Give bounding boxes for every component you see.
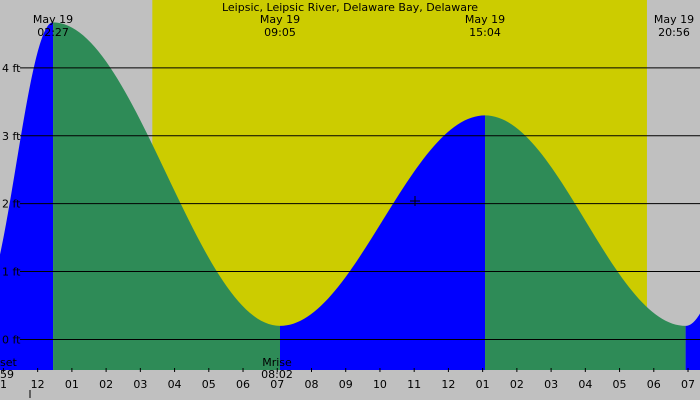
y-tick-label: 0 ft bbox=[2, 333, 21, 346]
extreme-time-label: 02:27 bbox=[37, 26, 69, 39]
gridlines bbox=[20, 67, 700, 340]
extreme-time-label: 20:56 bbox=[658, 26, 690, 39]
x-tick-label: 07 bbox=[681, 378, 695, 391]
extreme-date-label: May 19 bbox=[33, 13, 73, 26]
x-tick-label: 1 bbox=[0, 378, 7, 391]
extreme-date-label: May 19 bbox=[260, 13, 300, 26]
x-tick-label: 12 bbox=[31, 378, 45, 391]
x-tick-label: 05 bbox=[202, 378, 216, 391]
set-time: 59 bbox=[0, 368, 14, 381]
set-label: set bbox=[0, 356, 17, 369]
x-tick-label: 03 bbox=[544, 378, 558, 391]
x-tick-label: 10 bbox=[373, 378, 387, 391]
x-tick-label: 02 bbox=[99, 378, 113, 391]
x-tick-label: 07 bbox=[270, 378, 284, 391]
chart-title: Leipsic, Leipsic River, Delaware Bay, De… bbox=[222, 1, 478, 14]
x-tick-label: 02 bbox=[510, 378, 524, 391]
x-tick-label: 03 bbox=[133, 378, 147, 391]
y-tick-label: 4 ft bbox=[2, 62, 21, 75]
extreme-date-label: May 19 bbox=[654, 13, 694, 26]
x-tick-label: 09 bbox=[339, 378, 353, 391]
y-tick-label: 2 ft bbox=[2, 198, 21, 211]
x-tick-label: 01 bbox=[65, 378, 79, 391]
moonrise-time: 08:02 bbox=[261, 368, 293, 381]
rising-tide-area bbox=[685, 313, 700, 370]
x-tick-label: 04 bbox=[168, 378, 182, 391]
x-tick-label: 06 bbox=[236, 378, 250, 391]
y-axis-labels: 0 ft 1 ft 2 ft 3 ft 4 ft bbox=[2, 62, 21, 347]
y-tick-label: 1 ft bbox=[2, 266, 21, 279]
x-tick-label: 05 bbox=[613, 378, 627, 391]
crosshair-marker bbox=[410, 196, 420, 206]
x-tick-label: 11 bbox=[407, 378, 421, 391]
falling-tide-area bbox=[485, 115, 686, 370]
moonrise-label: Mrise bbox=[262, 356, 292, 369]
y-tick-label: 3 ft bbox=[2, 130, 21, 143]
extreme-time-label: 09:05 bbox=[264, 26, 296, 39]
x-tick-label: 08 bbox=[304, 378, 318, 391]
rising-tide-area bbox=[280, 115, 486, 370]
x-tick-label: 12 bbox=[441, 378, 455, 391]
x-axis-labels: 1 12 01 02 03 04 05 06 07 08 09 10 11 12 01 02 03 04 05 06 0… bbox=[0, 368, 695, 391]
x-tick-label: 06 bbox=[647, 378, 661, 391]
tide-fills bbox=[0, 22, 700, 371]
extreme-date-label: May 19 bbox=[465, 13, 505, 26]
x-tick-label: 01 bbox=[476, 378, 490, 391]
falling-tide-area bbox=[53, 22, 281, 371]
extreme-time-label: 15:04 bbox=[469, 26, 501, 39]
rising-tide-area bbox=[0, 22, 54, 371]
x-tick-label: 04 bbox=[578, 378, 592, 391]
